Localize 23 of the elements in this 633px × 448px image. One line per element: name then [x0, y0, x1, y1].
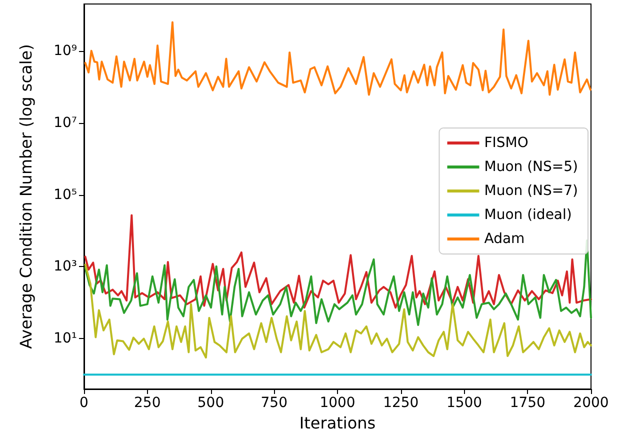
x-tick-label: 250: [134, 395, 161, 411]
y-tick-label: 10³: [54, 258, 77, 275]
x-tick-label: 1250: [383, 395, 419, 411]
x-tick-label: 0: [80, 395, 88, 411]
y-tick-label: 10¹: [54, 330, 77, 347]
x-tick-label: 750: [260, 395, 288, 411]
line-series: [84, 264, 592, 359]
x-axis-title: Iterations: [299, 413, 376, 432]
x-tick-label: 2000: [573, 395, 609, 411]
y-tick-label: 10⁷: [54, 114, 77, 131]
legend-label: Muon (NS=7): [484, 183, 578, 199]
y-tick-label: 10⁹: [54, 42, 78, 59]
legend-label: Adam: [484, 231, 525, 247]
x-tick-label: 1000: [320, 395, 356, 411]
x-tick-label: 1750: [510, 395, 546, 411]
legend-label: Muon (ideal): [484, 207, 572, 223]
line-series: [84, 21, 592, 96]
y-tick-label: 10⁵: [54, 186, 77, 203]
x-tick-label: 1500: [446, 395, 482, 411]
legend-label: Muon (NS=5): [484, 159, 578, 175]
legend-label: FISMO: [484, 135, 528, 151]
y-axis-title: Average Condition Number (log scale): [16, 44, 36, 349]
x-tick-label: 500: [197, 395, 224, 411]
